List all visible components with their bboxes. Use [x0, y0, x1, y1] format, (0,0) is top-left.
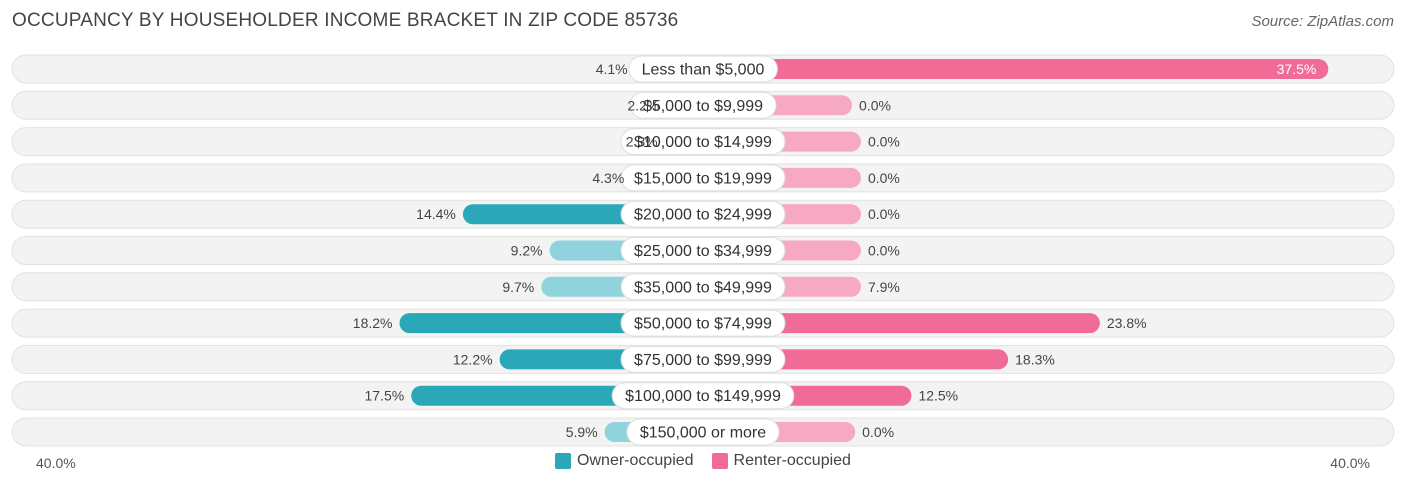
renter-value-label: 23.8% — [1107, 315, 1147, 331]
chart-row: $25,000 to $34,999 9.2% 0.0% — [11, 236, 1395, 265]
renter-value-label: 18.3% — [1015, 351, 1055, 367]
category-pill — [620, 345, 786, 373]
category-label: $150,000 or more — [640, 425, 766, 442]
source-label: Source: ZipAtlas.com — [1251, 13, 1394, 30]
category-pill — [620, 273, 786, 301]
renter-value-label: 0.0% — [859, 97, 891, 113]
category-label: Less than $5,000 — [642, 62, 765, 79]
owner-value-label: 2.3% — [626, 134, 658, 150]
renter-value-label: 37.5% — [1277, 61, 1317, 77]
category-label: $25,000 to $34,999 — [634, 243, 772, 260]
category-label: $75,000 to $99,999 — [634, 352, 772, 369]
owner-value-label: 17.5% — [364, 388, 404, 404]
chart-row: $75,000 to $99,999 12.2% 18.3% — [11, 344, 1395, 374]
chart-title: OCCUPANCY BY HOUSEHOLDER INCOME BRACKET … — [12, 10, 679, 31]
category-label: $5,000 to $9,999 — [643, 98, 763, 115]
legend: Owner-occupied Renter-occupied — [0, 452, 1406, 470]
chart-row: $50,000 to $74,999 18.2% 23.8% — [11, 308, 1395, 338]
category-pill — [620, 128, 786, 156]
owner-value-label: 12.2% — [453, 351, 493, 367]
renter-bar — [703, 313, 1100, 334]
chart-row: $20,000 to $24,999 14.4% 0.0% — [11, 199, 1395, 229]
category-pill — [626, 418, 780, 446]
category-pill — [620, 237, 786, 264]
category-label: $50,000 to $74,999 — [634, 316, 772, 333]
category-pill — [620, 200, 786, 228]
legend-item-owner: Owner-occupied — [555, 452, 694, 470]
owner-value-label: 2.2% — [627, 97, 659, 113]
axis-left-label: 40.0% — [36, 455, 76, 471]
category-label: $15,000 to $19,999 — [634, 170, 772, 187]
legend-swatch-owner — [555, 453, 572, 469]
renter-value-label: 7.9% — [868, 279, 900, 295]
owner-value-label: 4.3% — [592, 170, 624, 186]
renter-value-label: 0.0% — [868, 134, 900, 150]
category-label: $10,000 to $14,999 — [634, 134, 772, 151]
category-label: $35,000 to $49,999 — [634, 279, 772, 296]
legend-swatch-renter — [711, 453, 728, 469]
category-label: $20,000 to $24,999 — [634, 207, 772, 224]
owner-value-label: 5.9% — [566, 424, 598, 440]
owner-value-label: 9.7% — [502, 279, 534, 295]
chart-row: $100,000 to $149,999 17.5% 12.5% — [11, 381, 1395, 411]
chart-row: $150,000 or more 5.9% 0.0% — [11, 417, 1395, 447]
category-pill — [611, 382, 795, 410]
owner-value-label: 14.4% — [416, 206, 456, 222]
category-pill — [620, 309, 786, 337]
renter-value-label: 0.0% — [868, 243, 900, 259]
renter-value-label: 0.0% — [868, 206, 900, 222]
chart-row: $15,000 to $19,999 4.3% 0.0% — [11, 163, 1395, 193]
owner-value-label: 9.2% — [511, 243, 543, 259]
axis-right-label: 40.0% — [1330, 455, 1370, 471]
renter-value-label: 0.0% — [862, 424, 894, 440]
renter-value-label: 12.5% — [918, 388, 958, 404]
renter-bar — [703, 59, 1329, 79]
chart-row: $35,000 to $49,999 9.7% 7.9% — [11, 272, 1395, 302]
renter-value-label: 0.0% — [868, 170, 900, 186]
category-label: $100,000 to $149,999 — [625, 388, 781, 405]
category-pill — [628, 55, 778, 83]
category-pill — [629, 91, 777, 119]
legend-label-owner: Owner-occupied — [577, 452, 694, 469]
legend-item-renter: Renter-occupied — [711, 452, 851, 470]
owner-value-label: 4.1% — [596, 61, 628, 77]
owner-value-label: 18.2% — [353, 315, 393, 331]
legend-label-renter: Renter-occupied — [733, 452, 851, 469]
chart-row: Less than $5,000 4.1% 37.5% — [11, 54, 1395, 84]
category-pill — [620, 164, 786, 192]
